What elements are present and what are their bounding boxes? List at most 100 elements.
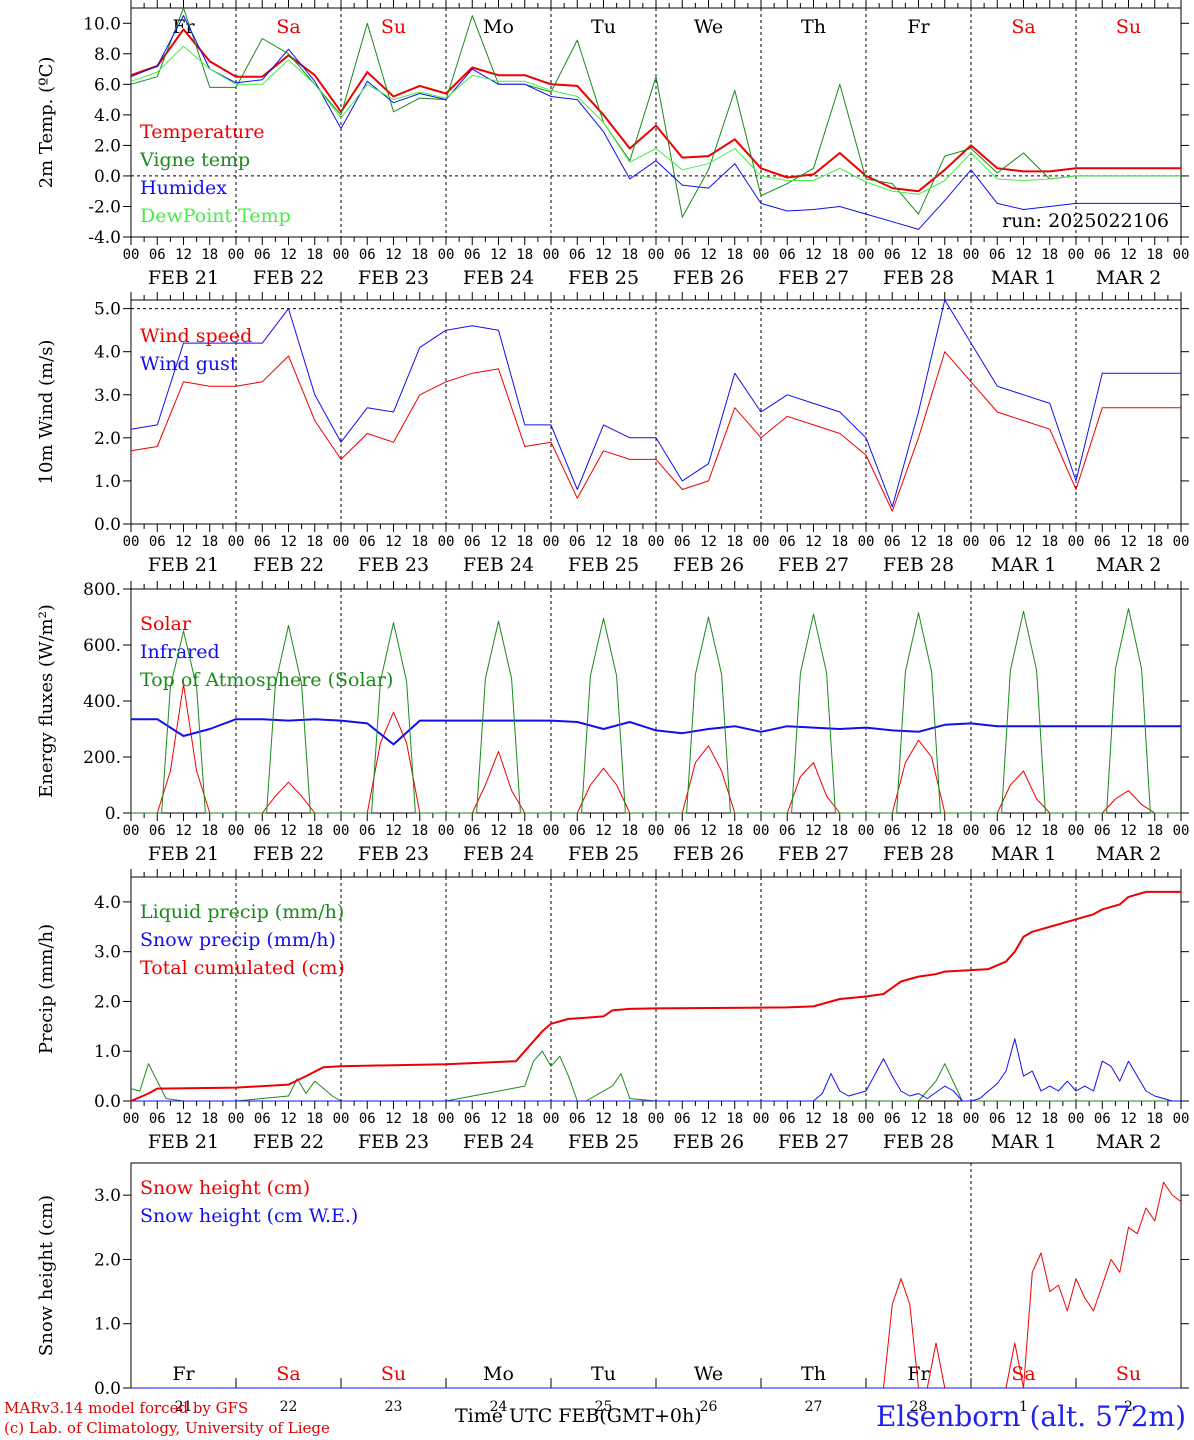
hour-label: 00 (438, 823, 455, 839)
y-tick-label: 600. (83, 636, 121, 656)
hour-label: 00 (333, 247, 350, 263)
hour-label: 06 (884, 1111, 901, 1127)
hour-label: 06 (464, 247, 481, 263)
day-name: Th (801, 1363, 826, 1385)
date-label: FEB 22 (253, 267, 324, 289)
hour-label: 00 (1173, 247, 1190, 263)
date-label: FEB 28 (883, 843, 954, 865)
hour-label: 12 (910, 823, 927, 839)
hour-label: 00 (228, 247, 245, 263)
hour-label: 06 (779, 534, 796, 550)
hour-label: 18 (516, 247, 533, 263)
y-tick-label: 4.0 (94, 106, 121, 126)
hour-label: 12 (1120, 534, 1137, 550)
hour-label: 12 (385, 534, 402, 550)
day-name: We (694, 1363, 723, 1385)
hour-label: 00 (228, 534, 245, 550)
hour-label: 06 (359, 534, 376, 550)
hour-label: 06 (359, 1111, 376, 1127)
legend-entry: Wind speed (140, 325, 252, 347)
y-tick-label: 6.0 (94, 75, 121, 95)
panel-frame (130, 588, 1182, 814)
hour-label: 06 (149, 823, 166, 839)
hour-label: 12 (595, 247, 612, 263)
hour-label: 00 (753, 534, 770, 550)
hour-label: 06 (989, 823, 1006, 839)
hour-label: 06 (149, 247, 166, 263)
date-label: FEB 21 (148, 267, 219, 289)
hour-label: 12 (700, 1111, 717, 1127)
legend-entry: Snow precip (mm/h) (140, 929, 336, 951)
day-name: Mo (483, 1363, 514, 1385)
hour-label: 18 (831, 823, 848, 839)
hour-label: 12 (175, 247, 192, 263)
date-label: FEB 21 (148, 843, 219, 865)
hour-label: 06 (149, 534, 166, 550)
date-label: FEB 24 (463, 554, 534, 576)
y-tick-label: 2.0 (94, 1250, 121, 1270)
date-label: MAR 2 (1096, 267, 1162, 289)
hour-label: 12 (1015, 823, 1032, 839)
hour-label: 06 (989, 247, 1006, 263)
hour-label: 12 (910, 534, 927, 550)
hour-label: 18 (726, 534, 743, 550)
series-line (130, 7, 1181, 218)
day-name: Sa (1011, 1363, 1035, 1385)
hour-label: 12 (1120, 823, 1137, 839)
day-name: Su (1116, 1363, 1141, 1385)
hour-label: 06 (989, 534, 1006, 550)
legend-entry: Vigne temp (139, 149, 250, 171)
y-tick-label: -2.0 (88, 197, 121, 217)
hour-label: 12 (1015, 534, 1032, 550)
day-name: Th (801, 16, 826, 38)
y-tick-label: 3.0 (94, 943, 121, 963)
date-label: FEB 25 (568, 843, 639, 865)
date-label: FEB 24 (463, 267, 534, 289)
y-tick-label: 0.0 (94, 167, 121, 187)
hour-label: 12 (175, 823, 192, 839)
hour-label: 18 (306, 247, 323, 263)
hour-label: 06 (149, 1111, 166, 1127)
y-axis-title: 10m Wind (m/s) (36, 340, 57, 485)
hour-label: 18 (1146, 247, 1163, 263)
hour-label: 18 (306, 823, 323, 839)
hour-label: 06 (779, 1111, 796, 1127)
hour-label: 18 (516, 823, 533, 839)
hour-label: 00 (963, 823, 980, 839)
hour-label: 06 (359, 247, 376, 263)
hour-label: 00 (753, 247, 770, 263)
y-tick-label: 2.0 (94, 429, 121, 449)
date-label: FEB 27 (778, 554, 849, 576)
hour-label: 18 (621, 1111, 638, 1127)
date-label: FEB 26 (673, 843, 744, 865)
hour-label: 18 (1041, 1111, 1058, 1127)
hour-label: 18 (1146, 534, 1163, 550)
hour-label: 00 (648, 534, 665, 550)
hour-label: 18 (411, 534, 428, 550)
hour-label: 12 (280, 823, 297, 839)
hour-label: 18 (936, 1111, 953, 1127)
hour-label: 00 (1173, 823, 1190, 839)
hour-label: 18 (411, 823, 428, 839)
model-credit: MARv3.14 model forced by GFS (4, 1399, 249, 1417)
legend-entry: Total cumulated (cm) (140, 957, 345, 979)
legend-entry: Top of Atmosphere (Solar) (140, 669, 393, 691)
hour-label: 12 (1120, 1111, 1137, 1127)
date-label: FEB 22 (253, 843, 324, 865)
hour-label: 00 (1068, 1111, 1085, 1127)
y-axis-title: Precip (mm/h) (36, 924, 57, 1054)
day-name: Tu (591, 1363, 616, 1385)
time-label-feb: FEB(GMT+0h) (558, 1405, 702, 1427)
hour-label: 12 (385, 823, 402, 839)
run-label: run: 2025022106 (1002, 210, 1169, 232)
date-label: FEB 25 (568, 267, 639, 289)
y-tick-label: 5.0 (94, 300, 121, 320)
hour-label: 12 (1120, 247, 1137, 263)
hour-label: 18 (726, 247, 743, 263)
y-axis-title: Snow height (cm) (36, 1195, 57, 1356)
hour-label: 06 (674, 247, 691, 263)
y-tick-label: 3.0 (94, 386, 121, 406)
y-tick-label: 400. (83, 692, 121, 712)
hour-label: 06 (1094, 534, 1111, 550)
hour-label: 00 (858, 534, 875, 550)
